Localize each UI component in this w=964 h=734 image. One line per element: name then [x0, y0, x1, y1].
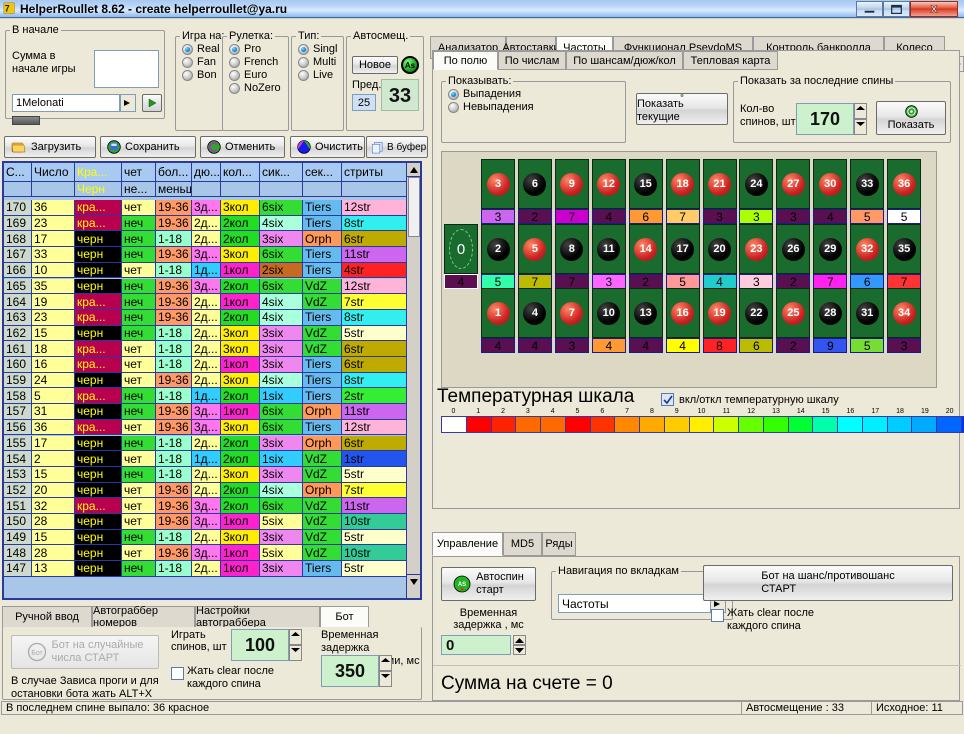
svg-text:AS: AS [458, 582, 466, 588]
svg-text:7: 7 [5, 3, 10, 13]
svg-text:Бот: Бот [31, 650, 43, 657]
svg-text:X: X [930, 4, 937, 16]
